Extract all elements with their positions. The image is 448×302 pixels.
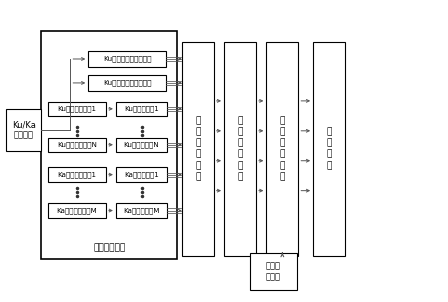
Text: 取样变频单元: 取样变频单元 xyxy=(93,243,125,252)
FancyBboxPatch shape xyxy=(182,42,214,256)
Text: 卫
通
设
备: 卫 通 设 备 xyxy=(327,128,332,170)
Text: 切
换
矩
阵
单
元: 切 换 矩 阵 单 元 xyxy=(237,117,243,181)
FancyBboxPatch shape xyxy=(224,42,256,256)
Text: Ku卫通天线下变频模块: Ku卫通天线下变频模块 xyxy=(103,56,151,62)
Text: Ku下变频模块N: Ku下变频模块N xyxy=(124,141,159,148)
Text: 参
考
生
成
单
元: 参 考 生 成 单 元 xyxy=(195,117,200,181)
Text: Ku下变频模块1: Ku下变频模块1 xyxy=(124,105,159,112)
FancyBboxPatch shape xyxy=(88,51,166,67)
Text: Ku/Ka
卫通天线: Ku/Ka 卫通天线 xyxy=(12,120,35,140)
FancyBboxPatch shape xyxy=(88,75,166,91)
FancyBboxPatch shape xyxy=(116,137,167,152)
FancyBboxPatch shape xyxy=(6,109,42,151)
FancyBboxPatch shape xyxy=(116,102,167,116)
Text: Ku卫通天线下变频模块: Ku卫通天线下变频模块 xyxy=(103,80,151,86)
FancyBboxPatch shape xyxy=(48,167,106,182)
Text: Ka下变频模块M: Ka下变频模块M xyxy=(123,207,159,214)
Text: Ku干扰取样天线1: Ku干扰取样天线1 xyxy=(58,105,97,112)
FancyBboxPatch shape xyxy=(48,203,106,218)
FancyBboxPatch shape xyxy=(48,102,106,116)
Text: 信
号
控
制
单
元: 信 号 控 制 单 元 xyxy=(280,117,285,181)
FancyBboxPatch shape xyxy=(250,253,297,290)
FancyBboxPatch shape xyxy=(48,137,106,152)
Text: Ka干扰取样天线1: Ka干扰取样天线1 xyxy=(58,171,97,178)
FancyBboxPatch shape xyxy=(116,167,167,182)
FancyBboxPatch shape xyxy=(313,42,345,256)
Text: 远程显
控单元: 远程显 控单元 xyxy=(266,262,281,281)
Text: Ku干扰取样天线N: Ku干扰取样天线N xyxy=(57,141,97,148)
FancyBboxPatch shape xyxy=(116,203,167,218)
FancyBboxPatch shape xyxy=(266,42,298,256)
Text: Ka下变频模块1: Ka下变频模块1 xyxy=(124,171,159,178)
Text: Ka干扰取样天线M: Ka干扰取样天线M xyxy=(57,207,98,214)
